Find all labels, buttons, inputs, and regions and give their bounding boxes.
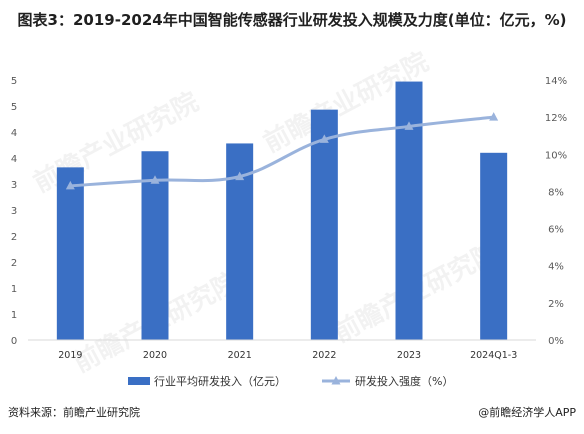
left-tick-label: 4 <box>11 128 17 139</box>
left-tick-label: 1 <box>11 284 17 295</box>
x-tick-label: 2020 <box>143 350 167 361</box>
left-tick-label: 2 <box>11 232 17 243</box>
line-point-2019 <box>65 180 75 190</box>
legend-bar-swatch <box>128 377 150 385</box>
x-tick-label: 2023 <box>397 350 421 361</box>
legend: 行业平均研发投入（亿元） 研发投入强度（%） <box>128 374 453 388</box>
right-tick-label: 14% <box>545 76 567 87</box>
left-tick-label: 4 <box>11 154 17 165</box>
right-tick-label: 10% <box>545 150 567 161</box>
left-tick-label: 5 <box>11 102 17 113</box>
right-tick-label: 8% <box>548 187 564 198</box>
line-path <box>70 115 494 188</box>
left-tick-label: 3 <box>11 206 17 217</box>
legend-line-marker <box>331 376 341 385</box>
right-tick-label: 4% <box>548 262 564 273</box>
axes: 0 1 1 2 2 3 3 4 4 5 5 0% 2% 4% 6% 8% 10% 12% 14% 2019 2020 20… <box>11 76 567 361</box>
x-tick-label: 2019 <box>58 350 82 361</box>
watermark-layer: 前瞻产业研究院前瞻产业研究院前瞻产业研究院前瞻产业研究院 <box>28 46 503 379</box>
bar-2022 <box>310 109 338 340</box>
left-tick-label: 2 <box>11 258 17 269</box>
line-point-2020 <box>150 175 160 184</box>
line-point-2024Q1-3 <box>489 112 499 121</box>
right-tick-label: 2% <box>548 299 564 310</box>
bar-2024Q1-3 <box>480 152 508 340</box>
right-tick-label: 6% <box>548 225 564 236</box>
legend-line-label: 研发投入强度（%） <box>355 374 453 388</box>
line-point-2021 <box>235 171 245 181</box>
left-tick-label: 3 <box>11 180 17 191</box>
left-tick-label: 1 <box>11 310 17 321</box>
source-note: 资料来源：前瞻产业研究院 <box>8 406 140 419</box>
line-point-2022 <box>319 134 329 143</box>
x-tick-label: 2022 <box>312 350 336 361</box>
legend-bar-label: 行业平均研发投入（亿元） <box>154 374 286 388</box>
x-tick-label: 2021 <box>228 350 252 361</box>
line-series <box>65 112 499 190</box>
bar-2023 <box>395 81 423 340</box>
brand-credit: @前瞻经济学人APP <box>478 406 576 419</box>
bar-series <box>56 81 508 340</box>
line-point-2023 <box>404 121 414 130</box>
left-tick-label: 0 <box>11 336 17 347</box>
x-tick-label: 2024Q1-3 <box>470 350 517 361</box>
left-tick-label: 5 <box>11 76 17 87</box>
right-tick-label: 0% <box>548 336 564 347</box>
bar-2019 <box>56 167 84 340</box>
right-tick-label: 12% <box>545 113 567 124</box>
chart-title: 图表3：2019-2024年中国智能传感器行业研发投入规模及力度(单位：亿元，%… <box>17 11 567 29</box>
